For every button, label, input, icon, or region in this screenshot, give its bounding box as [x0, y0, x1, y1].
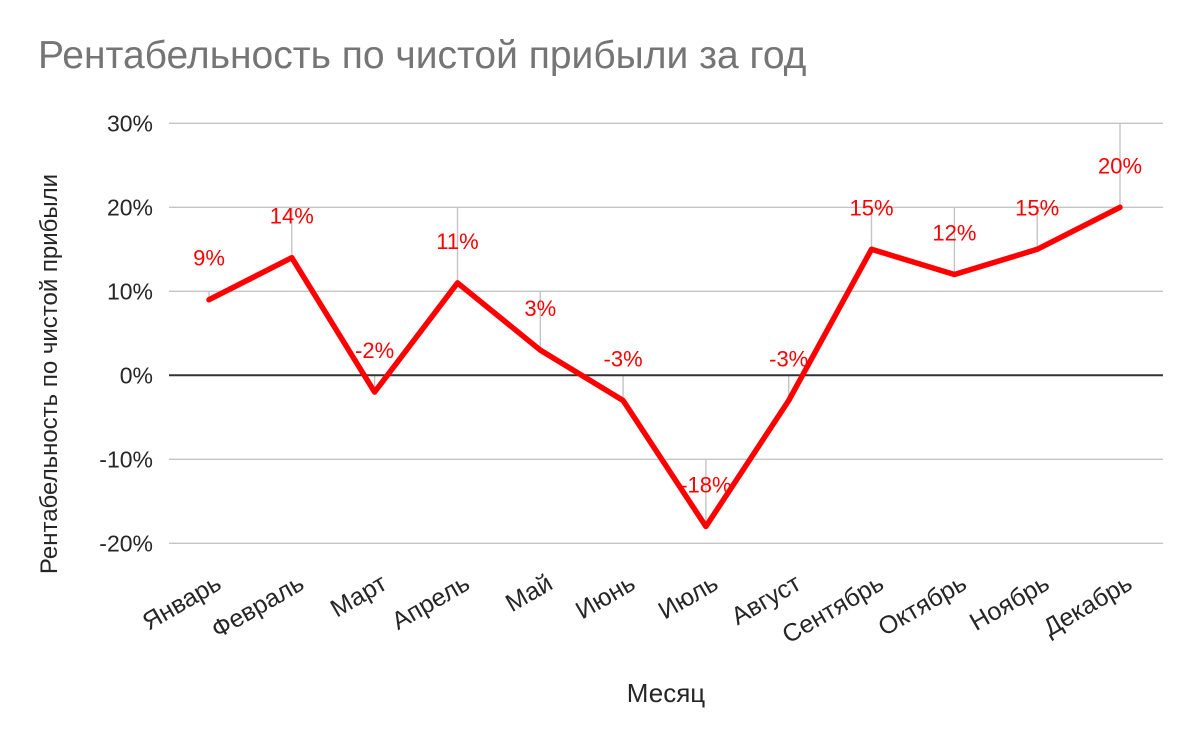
- svg-text:15%: 15%: [1015, 195, 1059, 220]
- svg-text:15%: 15%: [849, 195, 893, 220]
- svg-text:Апрель: Апрель: [387, 569, 474, 636]
- svg-text:Июль: Июль: [654, 569, 723, 625]
- svg-text:Июнь: Июнь: [571, 569, 640, 625]
- svg-text:12%: 12%: [932, 221, 976, 246]
- svg-text:-3%: -3%: [604, 347, 643, 372]
- svg-text:0%: 0%: [120, 362, 153, 388]
- svg-text:-20%: -20%: [99, 530, 153, 556]
- svg-text:-2%: -2%: [355, 338, 394, 363]
- svg-text:11%: 11%: [436, 229, 478, 254]
- svg-text:9%: 9%: [193, 246, 225, 271]
- svg-text:20%: 20%: [107, 194, 153, 220]
- svg-text:3%: 3%: [524, 296, 556, 321]
- svg-text:Май: Май: [501, 569, 557, 618]
- svg-text:14%: 14%: [270, 204, 314, 229]
- svg-text:-18%: -18%: [680, 473, 731, 498]
- svg-text:20%: 20%: [1098, 153, 1142, 178]
- svg-text:Декабрь: Декабрь: [1039, 569, 1137, 642]
- svg-text:Февраль: Февраль: [207, 569, 309, 644]
- svg-text:Октябрь: Октябрь: [873, 569, 971, 642]
- svg-text:Ноябрь: Ноябрь: [965, 569, 1054, 637]
- svg-text:10%: 10%: [107, 278, 153, 304]
- svg-text:30%: 30%: [107, 110, 153, 136]
- svg-text:Март: Март: [326, 569, 392, 623]
- svg-text:-10%: -10%: [99, 446, 153, 472]
- svg-text:-3%: -3%: [769, 347, 808, 372]
